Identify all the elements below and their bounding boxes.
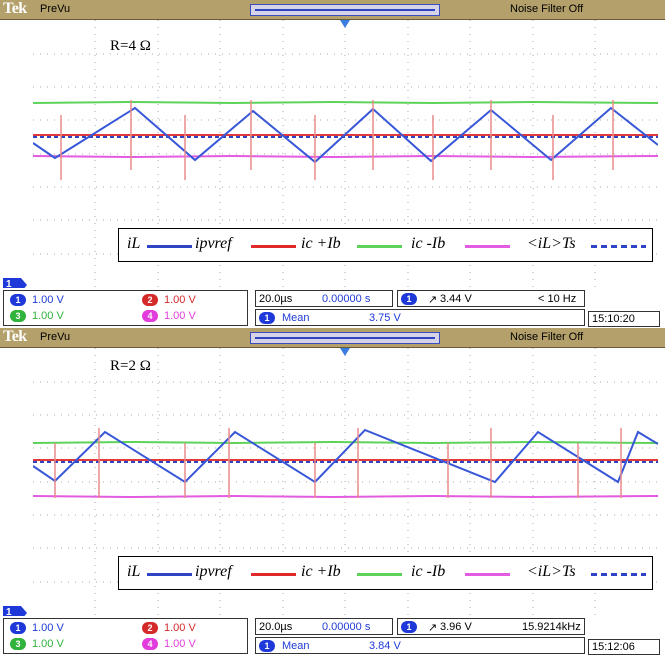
- ch4-scale[interactable]: 4 1.00 V: [142, 310, 196, 323]
- trace-il: [33, 106, 658, 164]
- ch2-badge: 2: [142, 294, 158, 307]
- ch3-scale[interactable]: 3 1.00 V: [10, 638, 64, 651]
- readout-bar: 1 1.00 V 2 1.00 V 3 1.00 V 4 1.00 V 20.0µs 0…: [0, 288, 665, 328]
- ch1-scale[interactable]: 1 1.00 V: [10, 294, 64, 307]
- trace-ic-minus-ib: [33, 154, 658, 159]
- ch3-badge: 3: [10, 310, 26, 323]
- delay-value: 0.00000 s: [322, 293, 371, 305]
- ch2-scale[interactable]: 2 1.00 V: [142, 294, 196, 307]
- clock: 15:12:06: [588, 639, 660, 655]
- resistance-annotation: R=2 Ω: [110, 358, 151, 374]
- measure-ch-badge: 1: [259, 312, 275, 324]
- ch4-scale[interactable]: 4 1.00 V: [142, 638, 196, 651]
- legend-il-line: [147, 573, 192, 576]
- measure-label: Mean: [282, 640, 310, 652]
- channel-scale-box[interactable]: 1 1.00 V 2 1.00 V 3 1.00 V 4 1.00 V: [3, 290, 248, 326]
- ch2-scale[interactable]: 2 1.00 V: [142, 622, 196, 635]
- ch3-scale[interactable]: 3 1.00 V: [10, 310, 64, 323]
- legend-ipvref-line: [251, 573, 296, 576]
- legend-il-line: [147, 245, 192, 248]
- resistance-annotation: R=4 Ω: [110, 38, 151, 54]
- legend-avg-label: <iL>Ts: [527, 235, 576, 252]
- trigger-level: 3.44 V: [440, 293, 472, 305]
- scope-panel-2: Tek PreVu Noise Filter Off 1: [0, 328, 665, 656]
- legend-il-label: iL: [127, 235, 141, 252]
- trigger-frequency: < 10 Hz: [538, 293, 577, 305]
- noise-filter-status: Noise Filter Off: [510, 331, 584, 343]
- ch4-badge: 4: [142, 310, 158, 323]
- brand-logo: Tek: [3, 328, 27, 345]
- readout-bar: 1 1.00 V 2 1.00 V 3 1.00 V 4 1.00 V 20.0µs 0…: [0, 616, 665, 656]
- legend-ipvref-label: ipvref: [195, 563, 232, 580]
- legend-avg-line: [591, 245, 646, 248]
- trace-ic-plus-ib: [33, 100, 658, 105]
- ch1-badge: 1: [10, 622, 26, 635]
- legend-ic-plus-line: [357, 245, 402, 248]
- trigger-slope-icon: ↗: [428, 622, 438, 634]
- measure-value: 3.75 V: [369, 312, 401, 324]
- acquisition-mode: PreVu: [40, 331, 71, 343]
- trace-ic-plus-ib: [33, 440, 658, 445]
- legend-ic-minus-line: [465, 573, 510, 576]
- ch1-badge: 1: [10, 294, 26, 307]
- waveform-display-1[interactable]: [33, 20, 658, 288]
- brand-logo: Tek: [3, 0, 27, 17]
- status-bar: Tek PreVu Noise Filter Off: [0, 328, 665, 348]
- trace-legend: iL ipvref ic +Ib ic -Ib <iL>Ts: [118, 228, 653, 262]
- acquisition-mode: PreVu: [40, 3, 71, 15]
- noise-filter-status: Noise Filter Off: [510, 3, 584, 15]
- legend-ic-minus-label: ic -Ib: [411, 235, 446, 252]
- measure-label: Mean: [282, 312, 310, 324]
- legend-ic-plus-label: ic +Ib: [301, 235, 341, 252]
- trigger-level: 3.96 V: [440, 621, 472, 633]
- measurement-box[interactable]: 1 Mean 3.84 V: [255, 637, 585, 654]
- right-edge: [658, 348, 665, 616]
- trigger-box[interactable]: 1 ↗ 3.96 V 15.9214kHz: [397, 618, 585, 635]
- legend-avg-line: [591, 573, 646, 576]
- timebase-value: 20.0µs: [259, 621, 293, 633]
- measure-ch-badge: 1: [259, 640, 275, 652]
- trigger-ch-badge: 1: [401, 293, 417, 305]
- channel-sidebar: 1: [0, 348, 33, 620]
- legend-ic-plus-line: [357, 573, 402, 576]
- measurement-box[interactable]: 1 Mean 3.75 V: [255, 309, 585, 326]
- waveform-display-2[interactable]: [33, 348, 658, 616]
- legend-ic-plus-label: ic +Ib: [301, 563, 341, 580]
- ch2-badge: 2: [142, 622, 158, 635]
- channel-scale-box[interactable]: 1 1.00 V 2 1.00 V 3 1.00 V 4 1.00 V: [3, 618, 248, 654]
- legend-avg-label: <iL>Ts: [527, 563, 576, 580]
- record-view-bar[interactable]: [250, 332, 440, 344]
- legend-il-label: iL: [127, 563, 141, 580]
- ch4-badge: 4: [142, 638, 158, 651]
- status-bar: Tek PreVu Noise Filter Off: [0, 0, 665, 20]
- legend-ic-minus-line: [465, 245, 510, 248]
- legend-ic-minus-label: ic -Ib: [411, 563, 446, 580]
- trigger-box[interactable]: 1 ↗ 3.44 V < 10 Hz: [397, 290, 585, 307]
- trace-ic-minus-ib: [33, 494, 658, 499]
- ch3-badge: 3: [10, 638, 26, 651]
- trigger-ch-badge: 1: [401, 621, 417, 633]
- trace-legend: iL ipvref ic +Ib ic -Ib <iL>Ts: [118, 556, 653, 590]
- legend-ipvref-label: ipvref: [195, 235, 232, 252]
- record-view-bar[interactable]: [250, 4, 440, 16]
- delay-value: 0.00000 s: [322, 621, 371, 633]
- channel-sidebar: 1: [0, 20, 33, 292]
- scope-panel-1: Tek PreVu Noise Filter Off 1: [0, 0, 665, 328]
- trigger-slope-icon: ↗: [428, 294, 438, 306]
- clock: 15:10:20: [588, 311, 660, 327]
- trigger-frequency: 15.9214kHz: [522, 621, 581, 633]
- measure-value: 3.84 V: [369, 640, 401, 652]
- right-edge: [658, 20, 665, 288]
- timebase-box[interactable]: 20.0µs 0.00000 s: [255, 618, 393, 635]
- ch1-scale[interactable]: 1 1.00 V: [10, 622, 64, 635]
- timebase-box[interactable]: 20.0µs 0.00000 s: [255, 290, 393, 307]
- legend-ipvref-line: [251, 245, 296, 248]
- timebase-value: 20.0µs: [259, 293, 293, 305]
